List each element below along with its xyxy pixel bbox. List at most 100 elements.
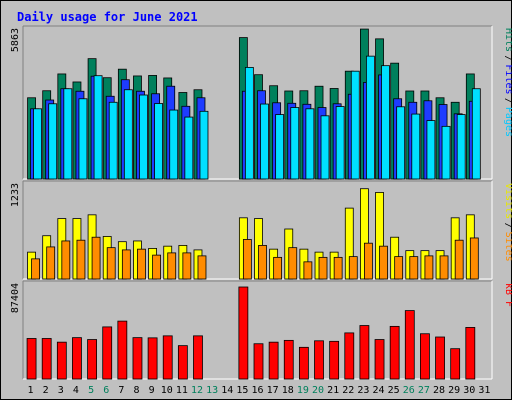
bar-sites-day-18 [288,247,298,280]
bar-kb-f-day-19 [298,346,309,380]
bar-kb-f-day-23 [359,325,370,380]
x-tick-label-day-6: 6 [103,385,109,396]
bar-kb-f-day-15 [238,286,249,380]
bar-kb-f-day-16 [253,343,264,380]
x-tick-label-day-14: 14 [221,385,233,396]
panel-hits-files-pages-legend-pages: Pages [503,107,512,137]
x-tick-label-day-16: 16 [251,385,263,396]
bar-kb-f-day-9 [147,337,158,380]
bar-sites-day-30 [469,237,479,280]
bar-pages-day-16 [260,103,269,180]
x-tick-label-day-15: 15 [236,385,248,396]
bar-sites-day-1 [31,258,40,280]
x-tick-label-day-19: 19 [297,385,309,396]
bar-pages-day-24 [381,65,390,180]
bar-sites-day-19 [303,261,313,280]
bar-sites-day-16 [258,245,267,280]
bar-sites-day-3 [61,240,71,280]
bar-sites-day-26 [409,256,419,280]
x-tick-label-day-8: 8 [133,385,139,396]
bar-sites-day-21 [333,256,343,280]
bar-pages-day-3 [63,88,73,180]
x-tick-label-day-29: 29 [448,385,460,396]
x-tick-label-day-27: 27 [418,385,430,396]
bar-sites-day-25 [394,256,404,280]
panel-visits-sites-legend-separator: / [503,223,512,229]
panel-hits-files-pages-ymax-label: 5863 [10,28,21,52]
bar-kb-f-day-18 [283,339,294,380]
x-tick-label-day-20: 20 [312,385,324,396]
bar-kb-f-day-8 [132,337,143,380]
bar-pages-day-12 [199,110,209,180]
bar-sites-day-9 [152,254,161,280]
bar-sites-day-20 [318,256,328,280]
bar-pages-day-28 [441,125,451,180]
bar-sites-day-7 [121,249,131,280]
bar-pages-day-22 [350,70,360,180]
x-tick-label-day-31: 31 [478,385,490,396]
bar-pages-day-6 [108,101,118,180]
x-tick-label-day-28: 28 [433,385,445,396]
x-tick-label-day-2: 2 [43,385,49,396]
x-tick-label-day-12: 12 [191,385,203,396]
bar-kb-f-day-29 [450,348,461,380]
bar-kb-f-day-11 [177,345,188,380]
x-tick-label-day-11: 11 [176,385,188,396]
chart-title: Daily usage for June 2021 [17,10,198,24]
bar-sites-day-23 [364,242,373,280]
bar-kb-f-day-28 [435,336,445,380]
bar-kb-f-day-1 [26,338,37,380]
bar-sites-day-12 [197,255,207,280]
bar-sites-day-28 [439,255,449,280]
bar-kb-f-day-17 [268,341,279,380]
x-tick-label-day-26: 26 [403,385,415,396]
x-tick-label-day-3: 3 [58,385,64,396]
x-tick-label-day-24: 24 [373,385,385,396]
x-tick-label-day-1: 1 [28,385,34,396]
x-tick-label-day-7: 7 [118,385,124,396]
bar-pages-day-18 [290,107,300,180]
bar-kb-f-day-21 [329,340,340,380]
bar-pages-day-19 [305,108,315,180]
bar-pages-day-20 [320,115,330,180]
bar-pages-day-21 [335,106,345,180]
bar-sites-day-2 [46,246,56,280]
bar-sites-day-5 [91,236,101,280]
bar-kb-f-day-27 [420,333,430,380]
bar-sites-day-22 [348,256,358,280]
x-tick-label-day-21: 21 [327,385,339,396]
bar-pages-day-27 [426,120,436,180]
x-tick-label-day-30: 30 [463,385,475,396]
bar-sites-day-11 [182,252,192,280]
panel-kbytes-ymax-label: 87404 [10,283,21,313]
bar-pages-day-25 [396,106,406,180]
bar-kb-f-day-7 [117,320,128,380]
bar-pages-day-23 [366,55,375,180]
bar-kb-f-day-24 [374,339,385,380]
bar-pages-day-9 [154,103,163,180]
panel-hits-files-pages-legend-separator: / [503,55,512,61]
x-tick-label-day-4: 4 [73,385,79,396]
x-tick-label-day-9: 9 [149,385,155,396]
x-tick-label-day-23: 23 [357,385,369,396]
panel-hits-files-pages-legend-files: Files [503,64,512,94]
bar-pages-day-5 [93,75,103,180]
bar-sites-day-29 [454,239,464,280]
panel-visits-sites-legend-visits: Visits [503,183,512,219]
bar-kb-f-day-10 [162,335,173,380]
x-tick-label-day-10: 10 [161,385,173,396]
bar-kb-f-day-3 [56,341,67,380]
bar-sites-day-24 [379,245,388,280]
bar-pages-day-15 [244,67,254,180]
bar-kb-f-day-12 [193,335,203,380]
bar-pages-day-1 [33,108,42,180]
bar-sites-day-10 [167,252,177,280]
panel-hits-files-pages-legend-separator: / [503,98,512,104]
bar-pages-day-8 [139,94,148,180]
panel-hits-files-pages-legend-hits: Hits [503,28,512,52]
bar-kb-f-day-6 [102,326,113,380]
x-tick-label-day-5: 5 [88,385,94,396]
bar-kb-f-day-26 [404,310,415,380]
